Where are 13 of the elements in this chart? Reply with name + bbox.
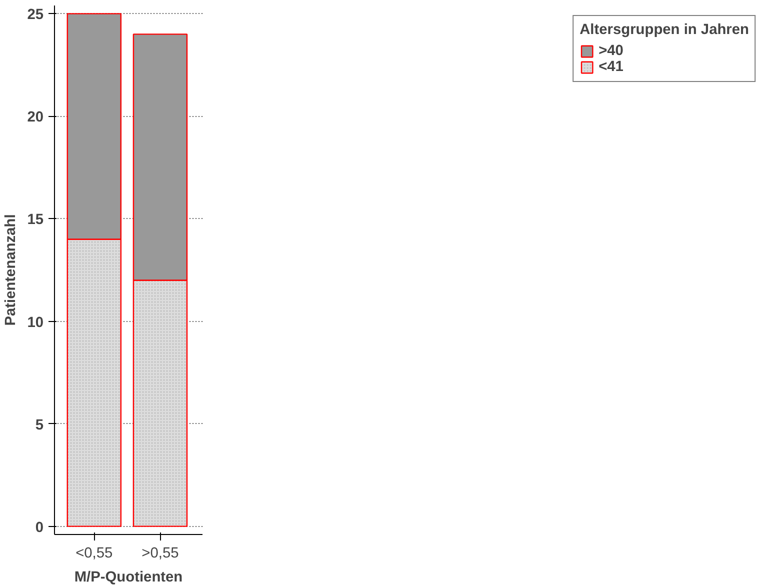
y-tick-label: 10 [27,314,44,331]
y-tick-label: 0 [35,520,44,536]
y-tick-label: 25 [27,7,44,24]
x-axis-title: M/P-Quotienten [74,570,183,586]
y-tick-label: 15 [27,212,44,228]
x-tick-label: >0,55 [142,546,179,562]
y-axis-title: Patientenanzahl [3,214,20,326]
legend-label: >40 [598,43,624,59]
legend-label: <41 [598,59,624,75]
x-tick-label: <0,55 [76,546,113,562]
y-tick-label: 20 [27,110,44,126]
legend-title: Altersgruppen in Jahren [580,22,749,38]
y-tick-label: 5 [35,417,44,434]
